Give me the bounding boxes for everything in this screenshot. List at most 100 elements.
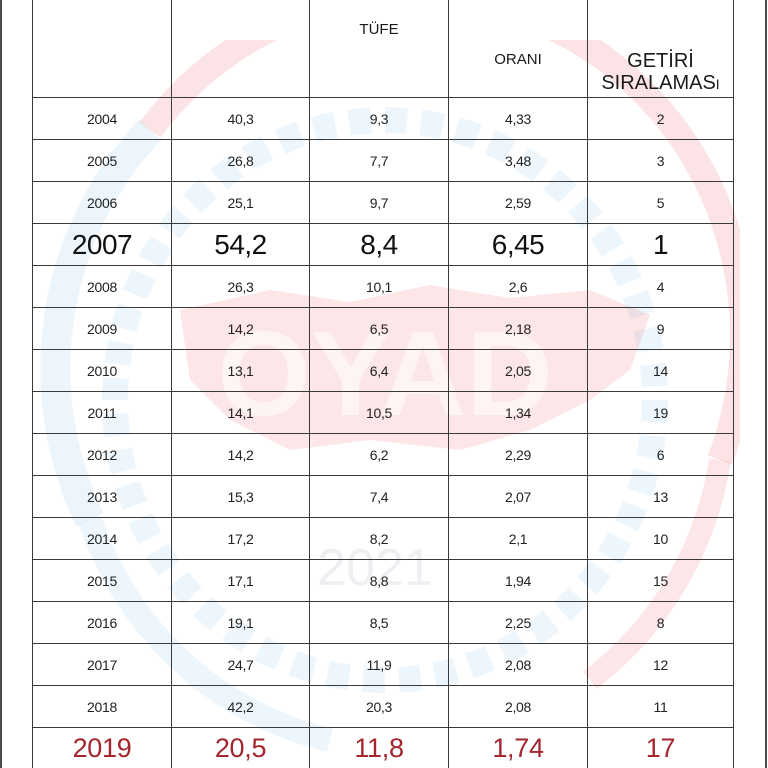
cell-return: 20,5 <box>171 727 310 768</box>
cell-tufe: 7,7 <box>309 139 449 182</box>
table-row: 2005 26,8 7,7 3,48 3 <box>32 139 734 182</box>
cell-tufe: 7,4 <box>309 475 449 518</box>
cell-tufe: 10,1 <box>309 265 449 308</box>
header-year <box>32 0 172 98</box>
table-row: 2004 40,3 9,3 4,33 2 <box>32 97 734 140</box>
cell-return: 15,3 <box>171 475 310 518</box>
cell-rank: 2 <box>587 97 734 140</box>
cell-ratio: 2,1 <box>448 517 588 560</box>
cell-return: 54,2 <box>171 223 310 266</box>
cell-rank: 6 <box>587 433 734 476</box>
header-return-ranking: GETİRİ SIRALAMASI <box>587 0 734 98</box>
cell-tufe: 11,9 <box>309 643 449 686</box>
table-row: 2008 26,3 10,1 2,6 4 <box>32 265 734 308</box>
cell-tufe: 9,3 <box>309 97 449 140</box>
cell-ratio: 2,07 <box>448 475 588 518</box>
table-row: 2013 15,3 7,4 2,07 13 <box>32 475 734 518</box>
header-ranking-line1: GETİRİ <box>627 50 694 72</box>
cell-ratio: 2,18 <box>448 307 588 350</box>
cell-tufe: 8,2 <box>309 517 449 560</box>
returns-table: TÜFE ORANI GETİRİ SIRALAMASI 2004 40,3 9,3… <box>32 0 734 768</box>
cell-year: 2014 <box>32 517 172 560</box>
cell-year: 2011 <box>32 391 172 434</box>
cell-rank: 12 <box>587 643 734 686</box>
table-row-recent: 2019 20,5 11,8 1,74 17 <box>32 727 734 768</box>
cell-ratio: 2,05 <box>448 349 588 392</box>
header-return <box>171 0 310 98</box>
table-row: 2010 13,1 6,4 2,05 14 <box>32 349 734 392</box>
cell-return: 17,1 <box>171 559 310 602</box>
cell-year: 2013 <box>32 475 172 518</box>
cell-ratio: 2,59 <box>448 181 588 224</box>
cell-rank: 3 <box>587 139 734 182</box>
cell-return: 17,2 <box>171 517 310 560</box>
cell-tufe: 8,5 <box>309 601 449 644</box>
table-row: 2018 42,2 20,3 2,08 11 <box>32 685 734 728</box>
cell-ratio: 3,48 <box>448 139 588 182</box>
cell-year: 2018 <box>32 685 172 728</box>
table-row: 2006 25,1 9,7 2,59 5 <box>32 181 734 224</box>
cell-tufe: 9,7 <box>309 181 449 224</box>
header-ranking-line2: SIRALAMASI <box>601 72 720 94</box>
cell-tufe: 6,4 <box>309 349 449 392</box>
cell-rank: 11 <box>587 685 734 728</box>
cell-rank: 19 <box>587 391 734 434</box>
cell-year: 2010 <box>32 349 172 392</box>
cell-year: 2008 <box>32 265 172 308</box>
cell-rank: 8 <box>587 601 734 644</box>
cell-return: 40,3 <box>171 97 310 140</box>
cell-ratio: 1,34 <box>448 391 588 434</box>
cell-year: 2017 <box>32 643 172 686</box>
cell-ratio: 2,08 <box>448 643 588 686</box>
table-row-highlighted: 2007 54,2 8,4 6,45 1 <box>32 223 734 266</box>
cell-rank: 9 <box>587 307 734 350</box>
cell-year: 2019 <box>32 727 172 768</box>
cell-return: 14,2 <box>171 307 310 350</box>
cell-ratio: 2,6 <box>448 265 588 308</box>
cell-tufe: 20,3 <box>309 685 449 728</box>
table-row: 2009 14,2 6,5 2,18 9 <box>32 307 734 350</box>
cell-rank: 10 <box>587 517 734 560</box>
cell-year: 2004 <box>32 97 172 140</box>
cell-tufe: 8,8 <box>309 559 449 602</box>
cell-year: 2005 <box>32 139 172 182</box>
table-row: 2017 24,7 11,9 2,08 12 <box>32 643 734 686</box>
left-edge-line <box>0 0 2 768</box>
cell-return: 26,8 <box>171 139 310 182</box>
cell-return: 13,1 <box>171 349 310 392</box>
cell-return: 24,7 <box>171 643 310 686</box>
cell-ratio: 2,08 <box>448 685 588 728</box>
table-row: 2014 17,2 8,2 2,1 10 <box>32 517 734 560</box>
cell-tufe: 6,2 <box>309 433 449 476</box>
cell-ratio: 2,25 <box>448 601 588 644</box>
cell-rank: 15 <box>587 559 734 602</box>
cell-year: 2006 <box>32 181 172 224</box>
table-header-row: TÜFE ORANI GETİRİ SIRALAMASI <box>32 0 734 98</box>
cell-return: 14,1 <box>171 391 310 434</box>
cell-rank: 5 <box>587 181 734 224</box>
table-row: 2012 14,2 6,2 2,29 6 <box>32 433 734 476</box>
header-tufe: TÜFE <box>309 0 449 98</box>
cell-year: 2012 <box>32 433 172 476</box>
header-ratio: ORANI <box>448 0 588 98</box>
cell-return: 42,2 <box>171 685 310 728</box>
cell-tufe: 6,5 <box>309 307 449 350</box>
cell-ratio: 2,29 <box>448 433 588 476</box>
cell-rank: 17 <box>587 727 734 768</box>
cell-rank: 13 <box>587 475 734 518</box>
table-row: 2016 19,1 8,5 2,25 8 <box>32 601 734 644</box>
cell-ratio: 6,45 <box>448 223 588 266</box>
cell-ratio: 4,33 <box>448 97 588 140</box>
cell-return: 19,1 <box>171 601 310 644</box>
cell-return: 25,1 <box>171 181 310 224</box>
cell-year: 2015 <box>32 559 172 602</box>
table-body: 2004 40,3 9,3 4,33 2 2005 26,8 7,7 3,48 3 2006 25… <box>32 97 734 768</box>
cell-return: 26,3 <box>171 265 310 308</box>
cell-year: 2016 <box>32 601 172 644</box>
cell-return: 14,2 <box>171 433 310 476</box>
cell-ratio: 1,74 <box>448 727 588 768</box>
table-row: 2015 17,1 8,8 1,94 15 <box>32 559 734 602</box>
cell-ratio: 1,94 <box>448 559 588 602</box>
cell-tufe: 10,5 <box>309 391 449 434</box>
